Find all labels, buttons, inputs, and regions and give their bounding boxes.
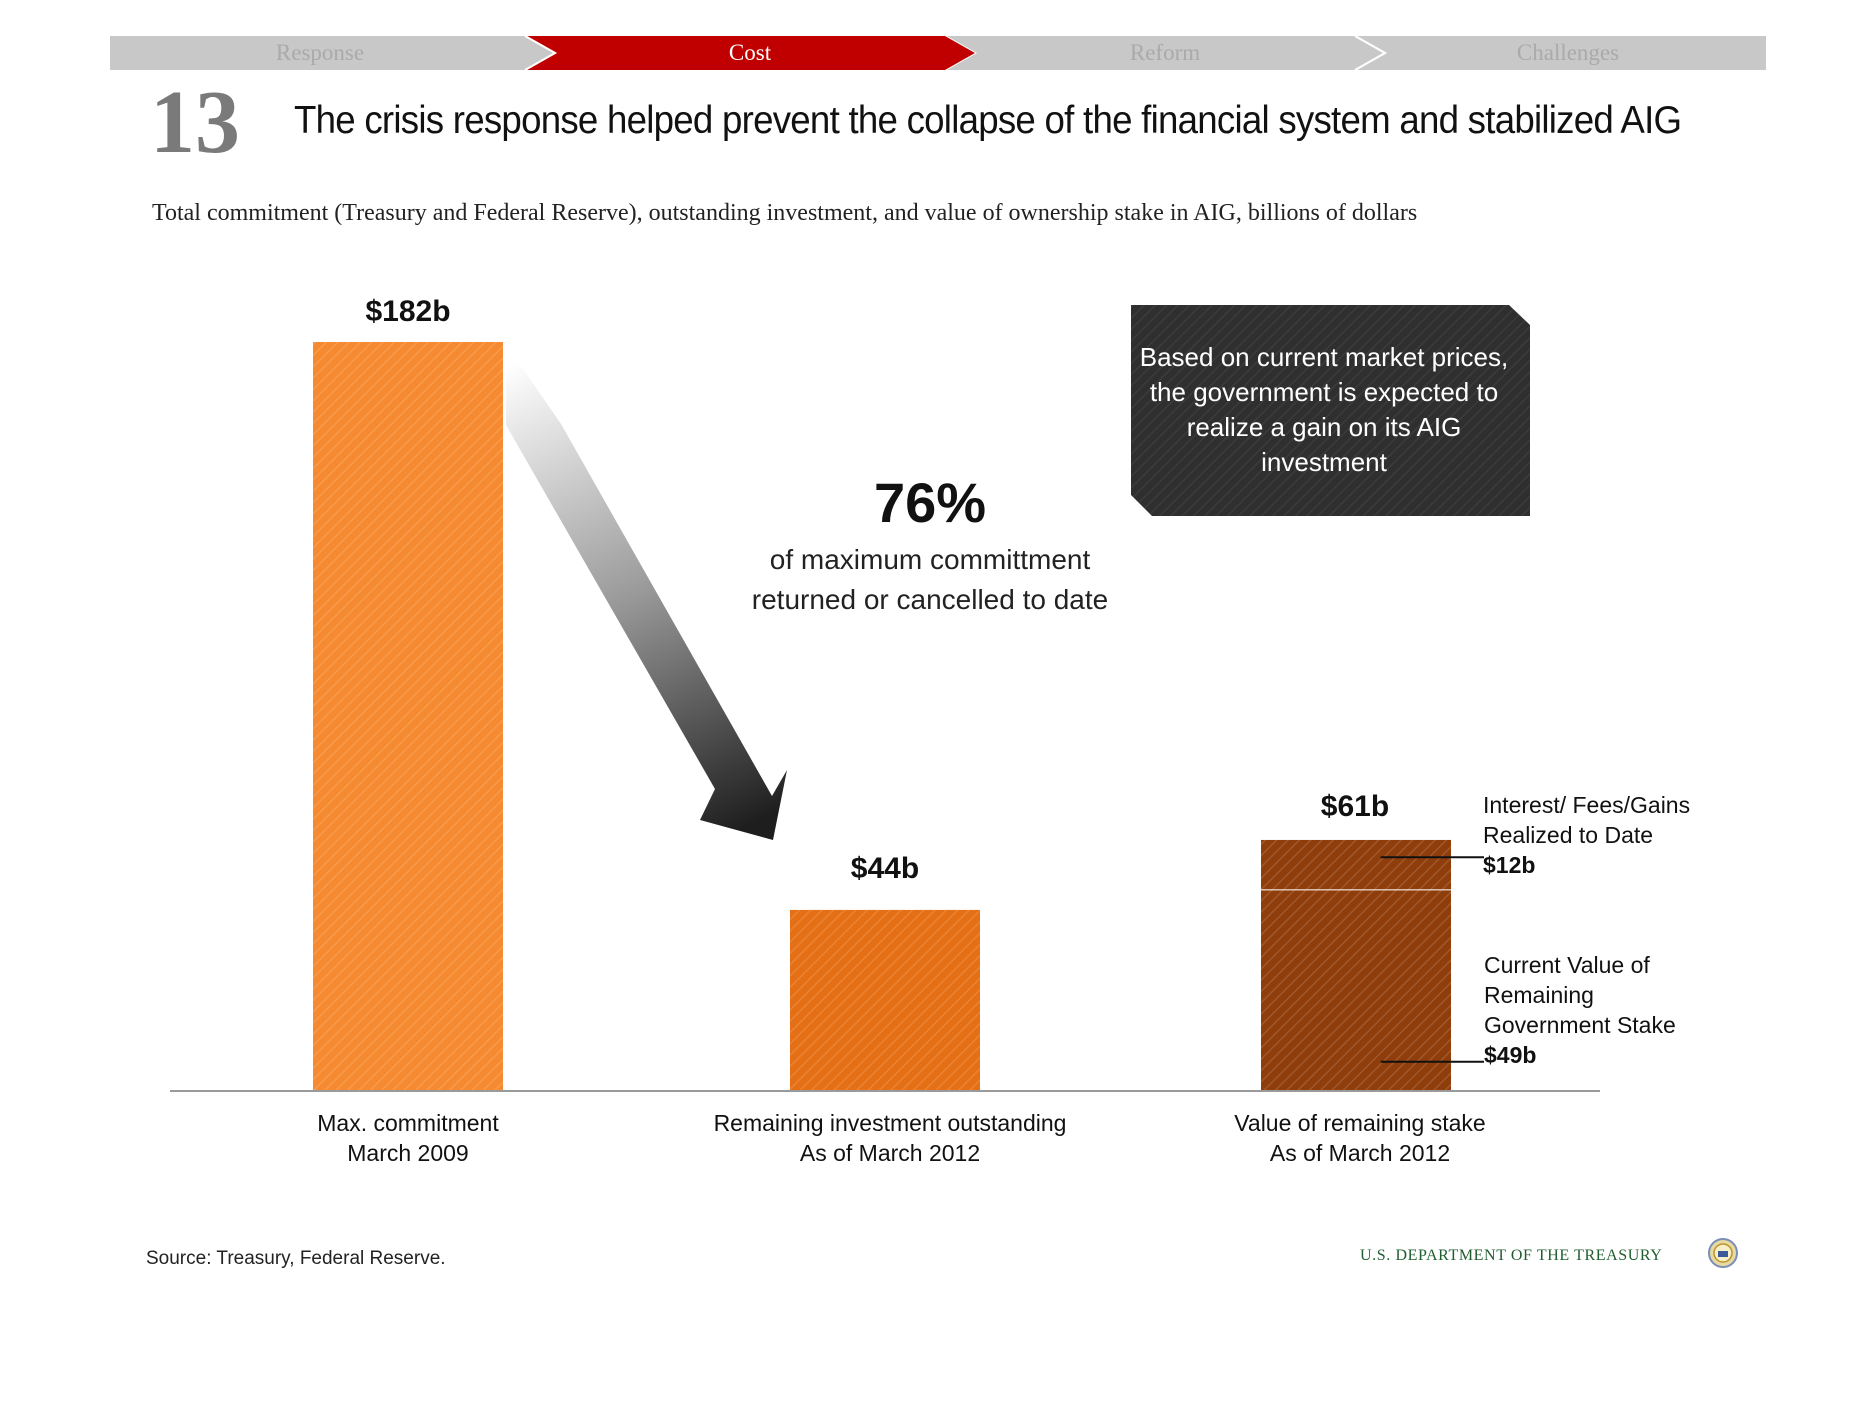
segment-stake-line2: Remaining <box>1484 982 1594 1008</box>
chart-subtitle: Total commitment (Treasury and Federal R… <box>152 200 1418 226</box>
segment-note-stake: Current Value of Remaining Government St… <box>1484 950 1676 1070</box>
bar-label-2: $44b <box>850 852 920 885</box>
category-label-2: Remaining investment outstanding As of M… <box>700 1108 1080 1168</box>
tab-response[interactable]: Response <box>275 40 365 65</box>
treasury-seal-icon <box>1708 1238 1738 1268</box>
tab-reform[interactable]: Reform <box>1129 40 1201 65</box>
category-label-3: Value of remaining stake As of March 201… <box>1190 1108 1530 1168</box>
slide-number: 13 <box>150 73 240 172</box>
segment-stake-line1: Current Value of <box>1484 952 1650 978</box>
category-label-3-line1: Value of remaining stake <box>1234 1110 1486 1136</box>
category-label-2-line1: Remaining investment outstanding <box>713 1110 1067 1136</box>
category-label-1: Max. commitment March 2009 <box>248 1108 568 1168</box>
tab-response-shape[interactable] <box>110 36 555 70</box>
segment-gains-line1: Interest/ Fees/Gains <box>1483 792 1691 818</box>
segment-gains-value: $12b <box>1483 852 1536 878</box>
return-percentage-caption: of maximum committment returned or cance… <box>700 540 1160 620</box>
source-note: Source: Treasury, Federal Reserve. <box>146 1248 446 1269</box>
decline-arrow <box>506 344 787 840</box>
category-label-1-line1: Max. commitment <box>317 1110 499 1136</box>
segment-stake-value: $49b <box>1484 1042 1537 1068</box>
department-name: U.S. DEPARTMENT OF THE TREASURY <box>1360 1247 1663 1264</box>
bar-label-1: $182b <box>365 295 451 328</box>
page-title: The crisis response helped prevent the c… <box>294 99 1682 142</box>
tab-cost-shape[interactable] <box>527 36 975 70</box>
section-nav: Response Cost Reform Challenges <box>110 36 1766 70</box>
segment-gains-line2: Realized to Date <box>1483 822 1654 848</box>
category-label-1-line2: March 2009 <box>347 1140 469 1166</box>
segment-note-gains: Interest/ Fees/Gains Realized to Date $1… <box>1483 790 1690 880</box>
bar-label-3: $61b <box>1320 790 1390 823</box>
tab-challenges-shape[interactable] <box>1357 36 1766 70</box>
callout-text: Based on current market prices, the gove… <box>1139 342 1509 477</box>
return-percentage: 76% <box>873 471 987 534</box>
tab-cost[interactable]: Cost <box>728 40 772 65</box>
return-caption-line2: returned or cancelled to date <box>751 584 1109 615</box>
segment-stake-line3: Government Stake <box>1484 1012 1676 1038</box>
return-caption-line1: of maximum committment <box>769 544 1091 575</box>
tab-reform-shape[interactable] <box>947 36 1385 70</box>
category-label-3-line2: As of March 2012 <box>1269 1140 1451 1166</box>
tab-challenges[interactable]: Challenges <box>1516 40 1620 65</box>
section-nav-ribbon <box>110 36 1766 70</box>
category-label-2-line2: As of March 2012 <box>799 1140 981 1166</box>
